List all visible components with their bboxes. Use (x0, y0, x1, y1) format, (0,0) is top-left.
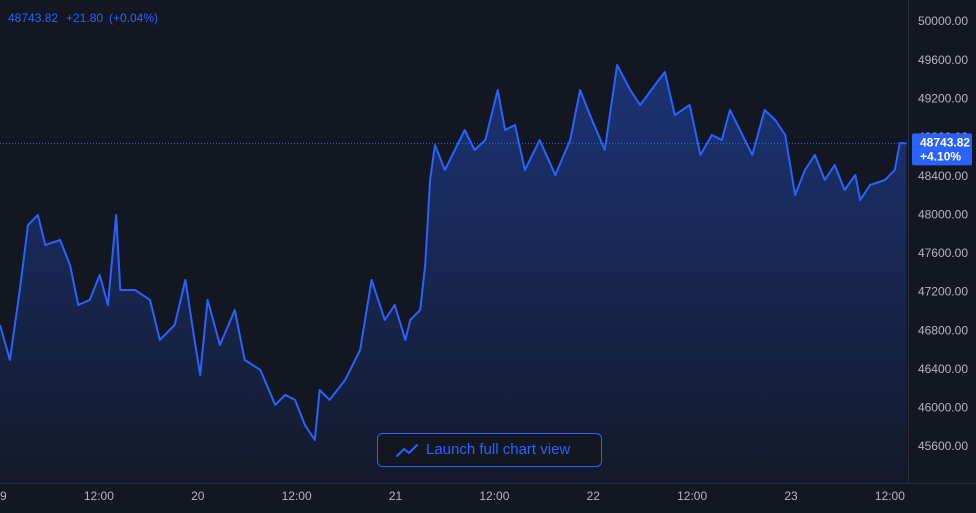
x-tick-label: 12:00 (84, 489, 114, 503)
x-tick-label: 19 (0, 489, 7, 503)
axes: 45600.00 46000.00 46400.00 46800.00 47200.00… (0, 14, 972, 503)
y-tick-label: 49200.00 (918, 91, 968, 105)
y-tick-label: 45600.00 (918, 439, 968, 453)
launch-button[interactable]: Launch full chart view (377, 433, 602, 467)
area-fill (0, 65, 907, 483)
button-icon (396, 444, 418, 457)
legend-change-pct: (+0.04%) (109, 11, 158, 25)
x-tick-label: 12:00 (282, 489, 312, 503)
x-tick-label: 22 (587, 489, 601, 503)
button-frame[interactable] (377, 433, 602, 467)
legend-change: +21.80 (66, 11, 103, 25)
y-tick-label: 49600.00 (918, 53, 968, 67)
button-label[interactable]: Launch full chart view (426, 441, 570, 458)
y-tick-label: 46000.00 (918, 401, 968, 415)
y-tick-label: 46400.00 (918, 362, 968, 376)
y-tick-label: 46800.00 (918, 323, 968, 337)
last-price-box (912, 133, 972, 166)
x-tick-label: 21 (389, 489, 403, 503)
x-tick-label: 20 (191, 489, 205, 503)
x-tick-label: 12:00 (479, 489, 509, 503)
y-tick-label: 50000.00 (918, 14, 968, 28)
last-price-change: +4.10% (920, 150, 961, 164)
x-tick-label: 12:00 (677, 489, 707, 503)
x-tick-label: 12:00 (875, 489, 905, 503)
plot-area (0, 64, 908, 483)
y-tick-label: 47600.00 (918, 246, 968, 260)
y-tick-label: 48000.00 (918, 207, 968, 221)
last-price-label: 48743.82 (920, 136, 970, 150)
price-line (0, 64, 907, 441)
legend-price: 48743.82 (8, 11, 58, 25)
y-tick-label: 48400.00 (918, 169, 968, 183)
y-tick-label: 47200.00 (918, 285, 968, 299)
x-tick-label: 23 (784, 489, 798, 503)
